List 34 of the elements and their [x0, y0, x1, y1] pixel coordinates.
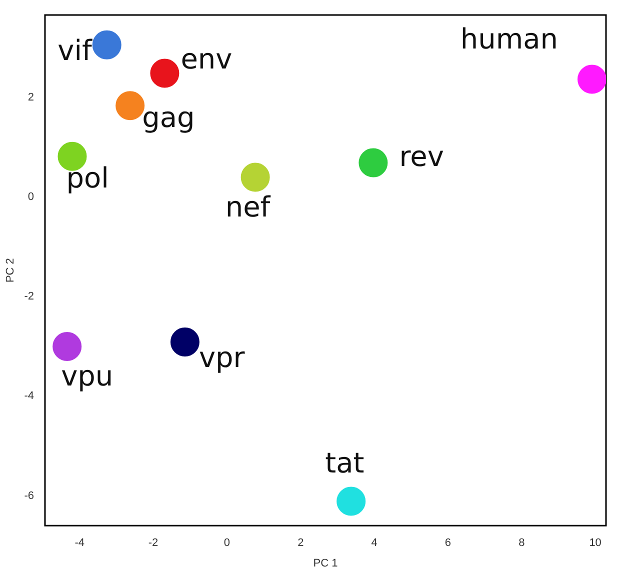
series-label: nef: [225, 190, 272, 224]
y-tick-label: -4: [24, 390, 34, 402]
x-tick-label: 8: [518, 537, 525, 550]
x-tick-label: 10: [589, 537, 602, 550]
series-label: rev: [399, 140, 444, 174]
point: [336, 486, 366, 516]
y-tick-label: 0: [28, 191, 34, 204]
series-label: pol: [66, 162, 109, 195]
series-label: gag: [142, 100, 195, 134]
series-label: tat: [325, 446, 364, 480]
point: [358, 148, 388, 178]
y-tick-label: 2: [28, 92, 34, 104]
y-tick-label: -6: [24, 490, 34, 502]
series-label: vpr: [198, 341, 246, 374]
x-tick-label: 2: [298, 537, 304, 550]
series-label: env: [180, 42, 232, 76]
x-tick-label: 0: [224, 537, 230, 550]
x-tick-label: 6: [444, 537, 452, 550]
y-tick-label: -2: [24, 290, 34, 303]
point: [150, 58, 180, 88]
point: [240, 162, 270, 192]
series-label: vpu: [61, 360, 114, 393]
x-axis-title: PC 1: [313, 557, 338, 570]
point: [170, 327, 200, 356]
x-tick-label: -4: [74, 537, 84, 550]
series-label: human: [460, 22, 558, 56]
x-tick-label: 4: [371, 537, 378, 550]
point: [116, 91, 145, 120]
x-tick-label: -2: [148, 537, 158, 550]
series-label: vif: [58, 34, 93, 68]
point: [578, 64, 606, 94]
point: [92, 30, 122, 60]
y-axis-title: PC 2: [4, 258, 17, 283]
point: [52, 332, 82, 361]
